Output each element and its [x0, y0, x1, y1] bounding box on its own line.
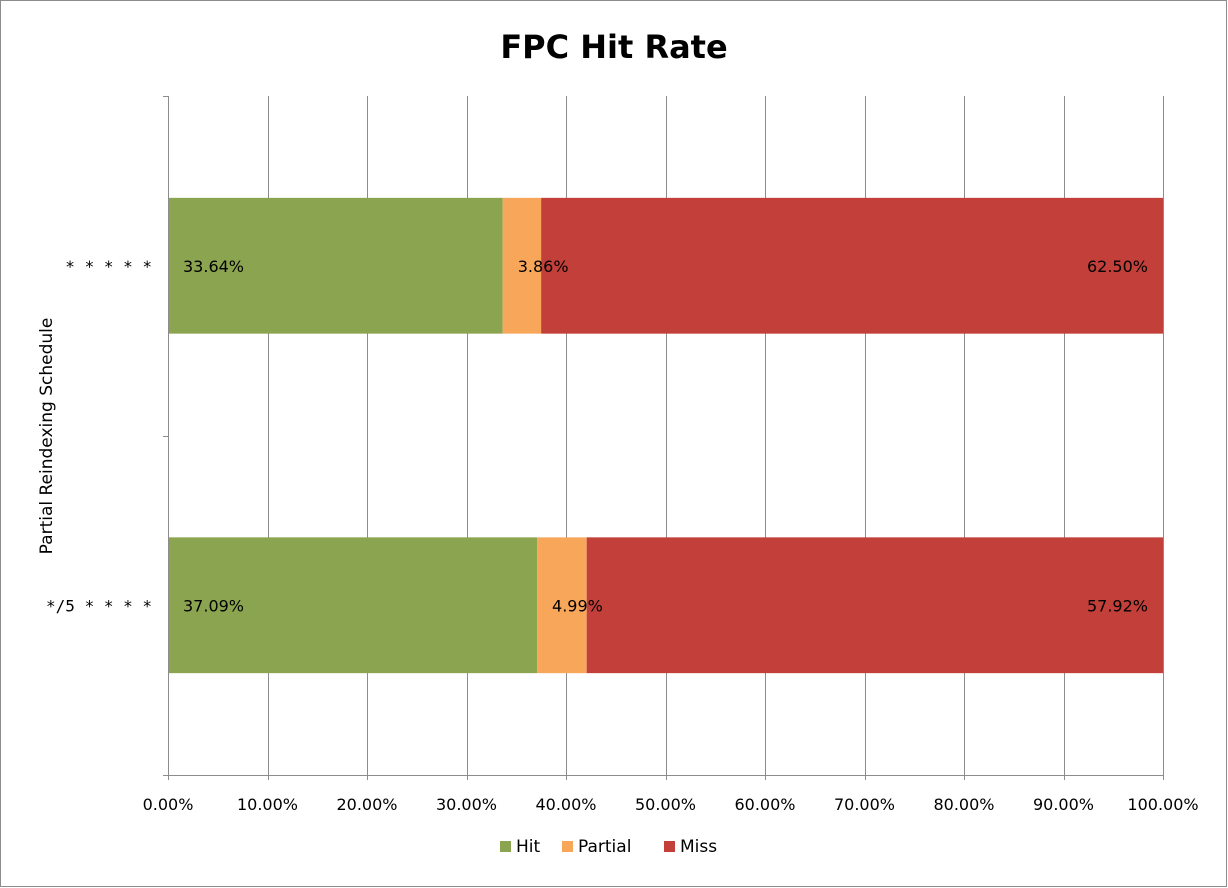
data-label: 37.09% [183, 596, 244, 615]
chart-title: FPC Hit Rate [500, 28, 727, 66]
bar-segment-hit [168, 197, 503, 334]
data-labels: 33.64% 3.86% 62.50% 37.09% 4.99% 57.92% [183, 257, 1148, 616]
x-tick-label: 70.00% [834, 795, 895, 814]
axes: 0.00% 10.00% 20.00% 30.00% 40.00% 50.00% 60.00… [46, 96, 1199, 814]
data-label: 57.92% [1087, 596, 1148, 615]
bar-segment-hit [168, 537, 538, 674]
legend-label: Partial [578, 837, 631, 857]
x-tick-label: 60.00% [734, 795, 795, 814]
bars [168, 197, 1163, 674]
bar-segment-miss [586, 537, 1163, 674]
data-label: 4.99% [552, 596, 603, 615]
y-axis-title: Partial Reindexing Schedule [37, 318, 57, 555]
legend-swatch-partial [562, 841, 573, 852]
y-category-label: * * * * * [65, 257, 152, 276]
legend-swatch-hit [500, 841, 511, 852]
bar-segment-partial [502, 197, 542, 334]
x-tick-label: 90.00% [1033, 795, 1094, 814]
bar-segment-miss [541, 197, 1163, 334]
data-label: 62.50% [1087, 257, 1148, 276]
data-label: 3.86% [518, 257, 569, 276]
legend-label: Hit [516, 837, 541, 857]
x-tick-label: 50.00% [635, 795, 696, 814]
x-tick-label: 100.00% [1127, 795, 1198, 814]
bar-segment-partial [537, 537, 587, 674]
data-label: 33.64% [183, 257, 244, 276]
legend-swatch-miss [664, 841, 675, 852]
x-tick-label: 0.00% [143, 795, 194, 814]
x-tick-label: 30.00% [436, 795, 497, 814]
x-tick-label: 80.00% [933, 795, 994, 814]
y-category-label: */5 * * * * [46, 596, 152, 615]
x-tick-label: 40.00% [535, 795, 596, 814]
legend-label: Miss [680, 837, 717, 857]
x-tick-label: 20.00% [336, 795, 397, 814]
x-tick-label: 10.00% [237, 795, 298, 814]
legend: Hit Partial Miss [500, 837, 717, 857]
